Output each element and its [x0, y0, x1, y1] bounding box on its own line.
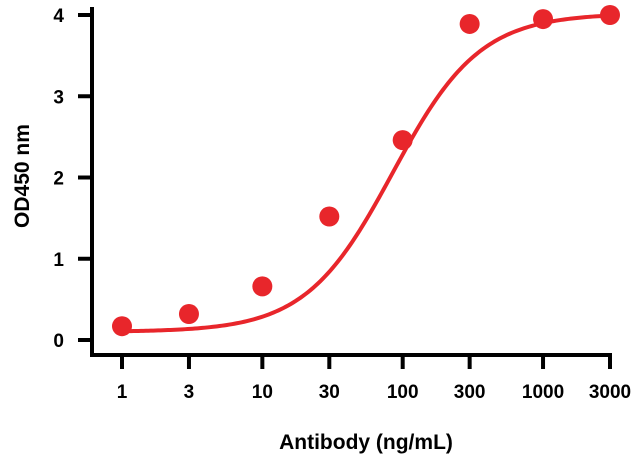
x-tick-label: 10: [252, 382, 273, 403]
data-point: [178, 304, 199, 324]
data-point: [112, 316, 132, 337]
x-tick-label: 3000: [589, 382, 631, 403]
y-tick-label: 3: [53, 87, 64, 108]
y-axis-ticks: 0 1 2 3 4: [53, 6, 92, 352]
y-axis-title: OD450 nm: [11, 124, 34, 228]
data-point: [459, 13, 480, 34]
x-tick-label: 30: [319, 382, 340, 403]
y-tick-label: 4: [53, 6, 64, 27]
x-tick-label: 300: [454, 382, 486, 403]
data-points: [112, 5, 620, 337]
data-point: [392, 130, 413, 151]
x-axis-ticks: 1 3 10 30 100 300 1000 3000: [117, 355, 631, 403]
data-point: [252, 276, 273, 297]
data-point: [600, 5, 620, 25]
plot-area: [112, 5, 620, 337]
x-tick-label: 100: [387, 382, 419, 403]
y-tick-label: 1: [53, 250, 64, 271]
fit-curve: [116, 13, 612, 334]
x-tick-label: 1: [117, 382, 128, 403]
x-axis-title: Antibody (ng/mL): [279, 431, 453, 454]
x-tick-label: 3: [184, 382, 195, 403]
x-tick-label: 1000: [522, 382, 564, 403]
y-tick-label: 2: [53, 169, 64, 190]
data-point: [533, 9, 554, 30]
data-point: [319, 206, 340, 227]
y-tick-label: 0: [53, 331, 64, 352]
